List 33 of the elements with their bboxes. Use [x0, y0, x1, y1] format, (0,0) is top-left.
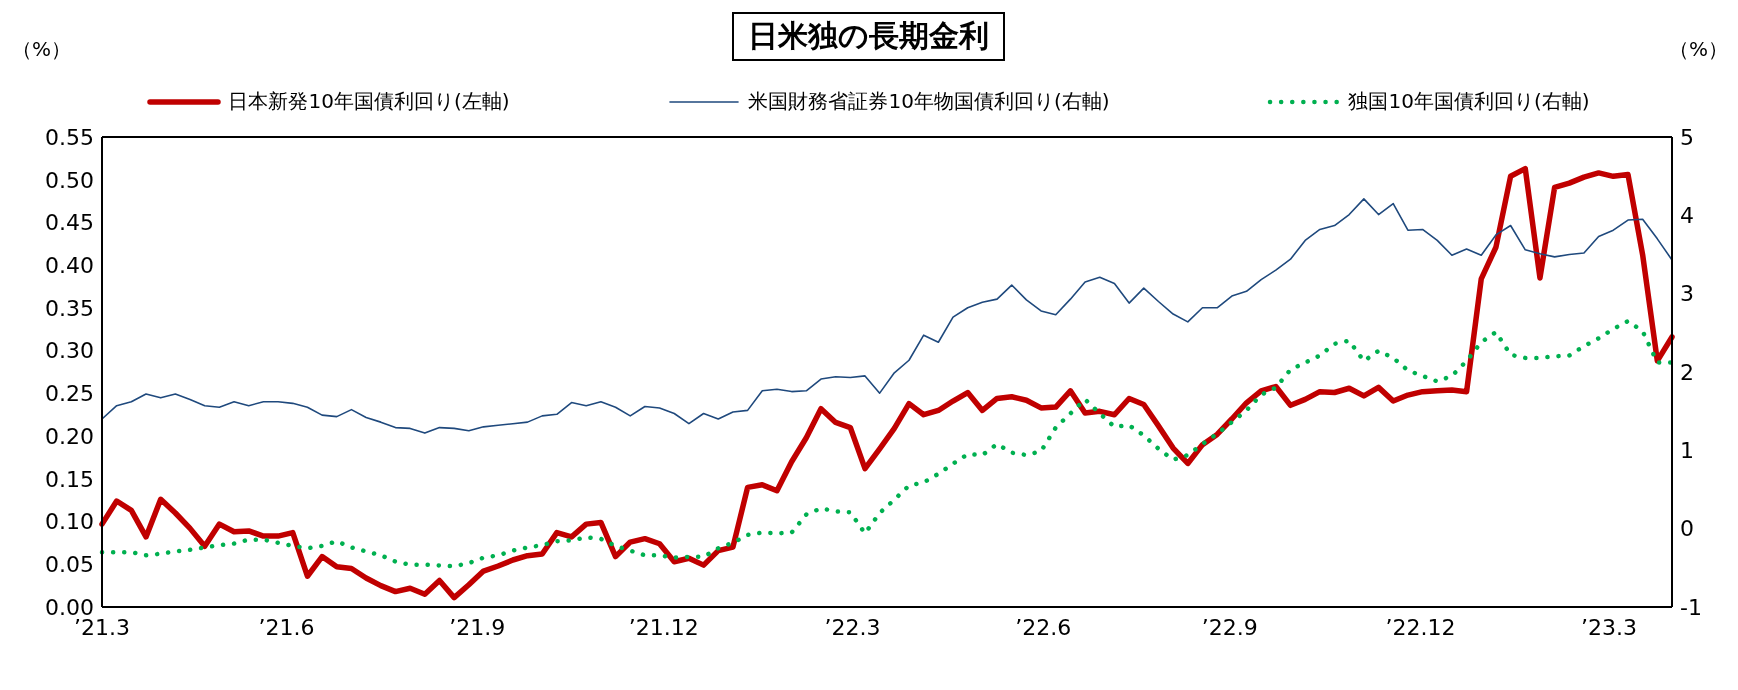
y-tick-label: 0.25 [45, 381, 94, 407]
y-tick-label: 0.10 [45, 509, 94, 535]
x-tick-label: ’22.12 [1385, 614, 1456, 640]
x-tick-label: ’22.6 [1015, 614, 1072, 640]
y-axis-title: （%） [12, 36, 72, 63]
x-tick-label: ’21.12 [628, 614, 699, 640]
chart-title: 日米独の長期金利 [731, 12, 1005, 61]
y-tick-label: 0.55 [45, 124, 94, 150]
y2-tick-label: 5 [1680, 124, 1694, 150]
y-tick-label: 0.45 [45, 210, 94, 236]
y-tick-label: 0.20 [45, 423, 94, 449]
y2-tick-label: -1 [1680, 594, 1702, 620]
y2-tick-label: 1 [1680, 438, 1694, 464]
y-tick-label: 0.30 [45, 338, 94, 364]
y2-tick-label: 4 [1680, 203, 1694, 229]
y2-tick-label: 2 [1680, 359, 1694, 385]
legend-label: 米国財務省証券10年物国債利回り(右軸) [748, 88, 1110, 115]
legend-label: 独国10年国債利回り(右軸) [1348, 88, 1590, 115]
y2-axis-title: （%） [1668, 36, 1728, 63]
x-tick-label: ’22.3 [824, 614, 881, 640]
legend-label: 日本新発10年国債利回り(左軸) [228, 88, 510, 115]
x-tick-label: ’23.3 [1581, 614, 1638, 640]
y2-tick-label: 3 [1680, 281, 1694, 307]
y-tick-label: 0.40 [45, 252, 94, 278]
x-tick-label: ’21.9 [449, 614, 506, 640]
x-tick-label: ’22.9 [1201, 614, 1258, 640]
y-tick-label: 0.35 [45, 295, 94, 321]
line-series [101, 198, 1673, 434]
y-tick-label: 0.05 [45, 552, 94, 578]
y2-tick-label: 0 [1680, 516, 1694, 542]
y-tick-label: 0.15 [45, 466, 94, 492]
x-tick-label: ’21.6 [258, 614, 315, 640]
y-tick-label: 0.50 [45, 167, 94, 193]
